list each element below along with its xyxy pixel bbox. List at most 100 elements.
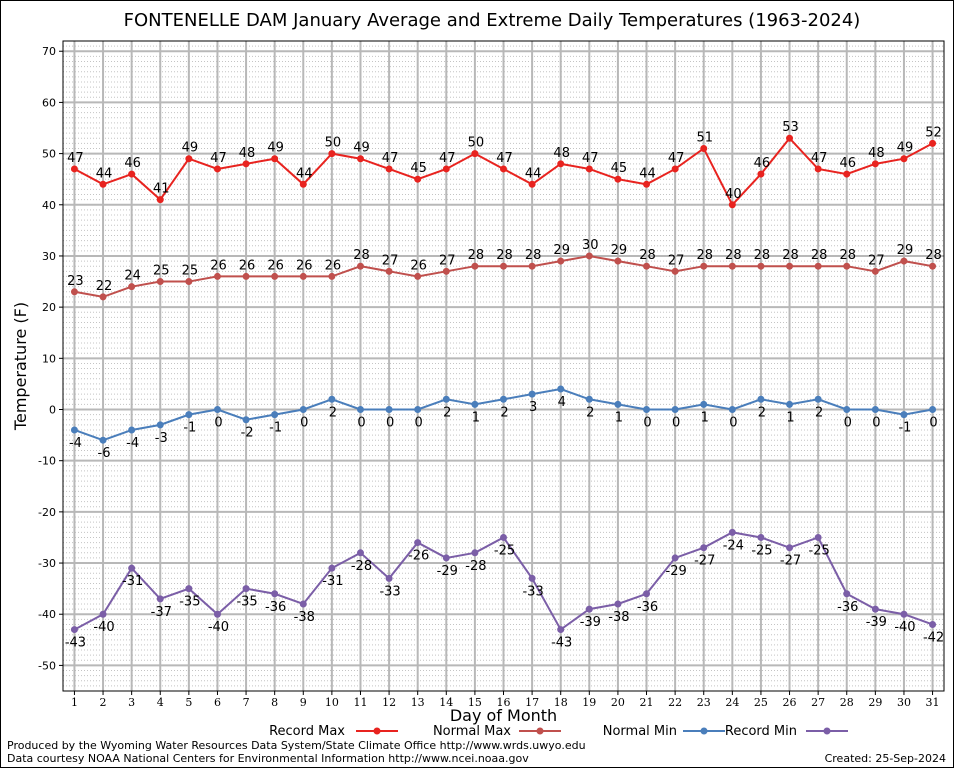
legend-item-record-min: Record Min xyxy=(725,724,848,739)
data-point xyxy=(500,262,507,270)
data-point xyxy=(929,262,937,270)
data-label: 48 xyxy=(239,146,256,161)
x-tick-label: 21 xyxy=(640,696,654,709)
data-label: -40 xyxy=(894,620,915,635)
data-label: 48 xyxy=(553,146,570,161)
legend-marker xyxy=(823,727,831,735)
legend-marker xyxy=(700,727,708,735)
data-point xyxy=(643,406,651,414)
data-label: 22 xyxy=(96,279,113,294)
data-point xyxy=(814,533,822,541)
data-label: -31 xyxy=(122,574,143,589)
data-point xyxy=(128,564,136,572)
data-point xyxy=(271,411,279,419)
data-label: 51 xyxy=(696,130,713,145)
data-label: 2 xyxy=(758,405,766,420)
data-point xyxy=(156,421,164,429)
data-point xyxy=(614,175,622,183)
footer-created-date: Created: 25-Sep-2024 xyxy=(825,752,946,765)
data-label: 0 xyxy=(214,416,222,431)
data-point xyxy=(242,416,250,424)
legend-label: Record Min xyxy=(725,724,797,739)
data-point xyxy=(299,406,307,414)
data-label: -35 xyxy=(179,595,200,610)
data-label: -39 xyxy=(866,615,887,630)
data-point xyxy=(671,165,679,173)
data-label: 27 xyxy=(382,253,399,268)
x-tick-label: 29 xyxy=(868,696,882,709)
data-point xyxy=(70,626,78,634)
data-point xyxy=(385,406,393,414)
data-label: 44 xyxy=(525,166,542,181)
data-point xyxy=(843,262,851,270)
data-point xyxy=(585,605,593,613)
data-point xyxy=(213,165,221,173)
data-point xyxy=(700,144,708,152)
data-point xyxy=(700,262,708,270)
data-label: 0 xyxy=(386,416,394,431)
data-label: 44 xyxy=(639,166,656,181)
data-point xyxy=(843,590,851,598)
legend-marker xyxy=(536,727,544,735)
data-point xyxy=(500,165,507,173)
data-label: 28 xyxy=(496,248,513,263)
data-label: -1 xyxy=(183,421,196,436)
data-label: -26 xyxy=(408,549,429,564)
footer-data-courtesy: Data courtesy NOAA National Centers for … xyxy=(7,752,529,765)
x-tick-label: 26 xyxy=(783,696,797,709)
data-label: 47 xyxy=(67,151,84,166)
data-label: 0 xyxy=(872,416,880,431)
data-point xyxy=(929,406,937,414)
x-axis-title: Day of Month xyxy=(450,706,557,725)
x-tick-label: 31 xyxy=(926,696,940,709)
data-label: -37 xyxy=(151,605,172,620)
data-point xyxy=(70,165,78,173)
x-tick-label: 1 xyxy=(71,696,78,709)
data-label: 0 xyxy=(844,416,852,431)
y-tick-label: -10 xyxy=(38,455,56,468)
data-point xyxy=(614,600,622,608)
x-tick-label: 15 xyxy=(468,696,482,709)
data-point xyxy=(871,267,879,275)
data-point xyxy=(786,544,794,552)
data-point xyxy=(528,390,536,398)
data-label: 47 xyxy=(582,151,599,166)
data-point xyxy=(700,400,708,408)
data-point xyxy=(528,180,536,188)
data-label: -27 xyxy=(694,554,715,569)
x-tick-label: 30 xyxy=(897,696,911,709)
data-label: 26 xyxy=(239,258,256,273)
data-point xyxy=(99,610,107,618)
x-tick-label: 7 xyxy=(243,696,250,709)
data-label: 26 xyxy=(267,258,284,273)
data-label: 28 xyxy=(925,248,942,263)
x-tick-label: 8 xyxy=(271,696,278,709)
x-tick-label: 20 xyxy=(611,696,625,709)
y-tick-label: -50 xyxy=(38,659,56,672)
data-point xyxy=(99,180,107,188)
data-point xyxy=(213,272,221,280)
data-label: 29 xyxy=(897,243,914,258)
data-point xyxy=(356,262,364,270)
data-point xyxy=(156,196,164,204)
data-point xyxy=(643,180,651,188)
data-label: 28 xyxy=(782,248,799,263)
data-label: 2 xyxy=(329,405,337,420)
data-point xyxy=(242,272,250,280)
data-point xyxy=(185,155,193,163)
data-point xyxy=(70,288,78,296)
data-label: -28 xyxy=(465,559,486,574)
x-tick-label: 2 xyxy=(100,696,107,709)
x-tick-label: 13 xyxy=(411,696,425,709)
data-point xyxy=(128,283,136,291)
data-point xyxy=(128,426,136,434)
data-label: 3 xyxy=(529,400,537,415)
data-label: 49 xyxy=(353,141,370,156)
data-label: -36 xyxy=(637,600,658,615)
data-label: 28 xyxy=(725,248,742,263)
data-label: 46 xyxy=(124,156,141,171)
data-point xyxy=(757,395,765,403)
x-tick-label: 3 xyxy=(128,696,135,709)
data-label: 47 xyxy=(496,151,513,166)
data-label: 44 xyxy=(296,166,313,181)
